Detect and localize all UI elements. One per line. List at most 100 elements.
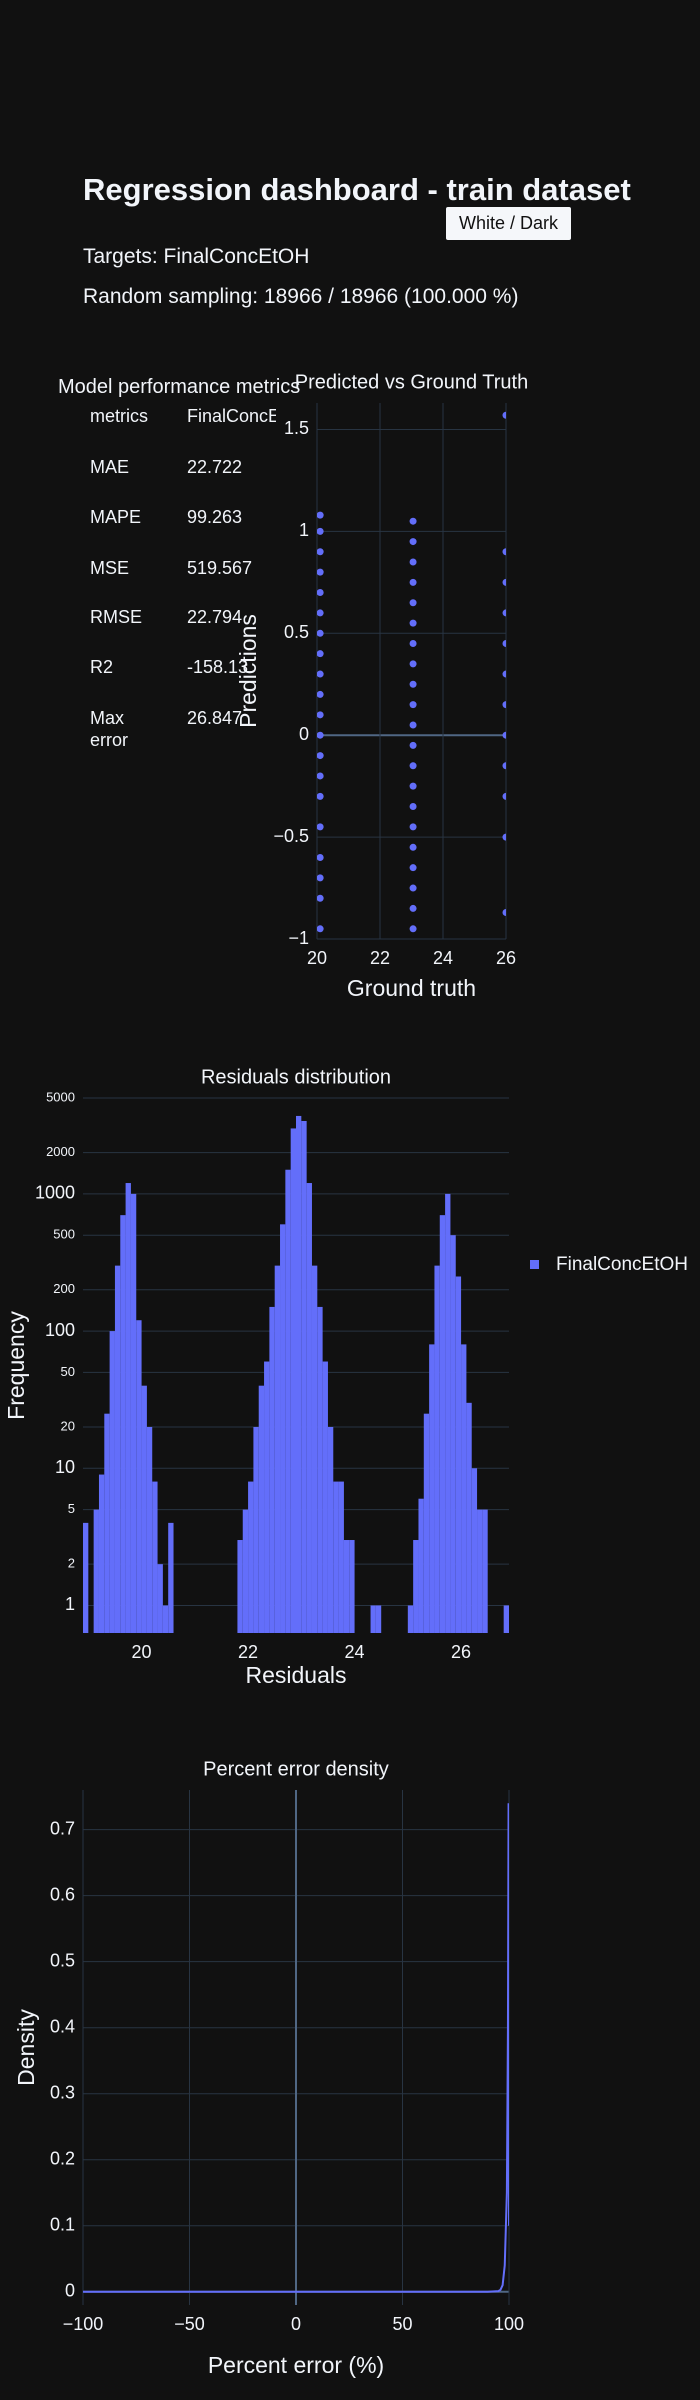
y-axis-title: Frequency	[3, 1311, 29, 1420]
scatter-point	[317, 874, 324, 882]
histogram-bar	[248, 1481, 254, 1633]
x-tick-label: −100	[63, 2314, 104, 2334]
x-tick-label: 22	[370, 948, 390, 968]
y-tick-label: 10	[55, 1457, 75, 1477]
dashboard-title: Regression dashboard - train dataset	[83, 172, 631, 207]
x-tick-label: 22	[238, 1642, 258, 1662]
metric-name: R2	[90, 657, 114, 677]
histogram-bar	[109, 1331, 115, 1633]
scatter-point	[409, 925, 417, 933]
histogram-bar	[274, 1265, 281, 1633]
x-tick-label: 24	[433, 948, 453, 968]
histogram-bar	[445, 1193, 451, 1633]
scatter-point	[409, 864, 417, 872]
histogram-bar	[120, 1215, 126, 1633]
histogram-bar	[327, 1426, 334, 1633]
scatter-point	[502, 639, 506, 647]
y-tick-label: 5	[68, 1501, 75, 1516]
histogram-bar	[258, 1385, 265, 1633]
histogram-bar	[322, 1361, 328, 1633]
histogram-bar	[482, 1509, 488, 1633]
histogram-bar	[311, 1265, 318, 1633]
histogram-bar	[152, 1481, 158, 1633]
x-tick-label: 50	[392, 2314, 412, 2334]
y-tick-label: 0.7	[50, 1818, 75, 1838]
histogram-bar	[269, 1306, 275, 1633]
histogram-bar	[242, 1509, 249, 1633]
scatter-point	[409, 660, 417, 668]
histogram-bar	[375, 1605, 382, 1633]
histogram-bar	[333, 1481, 339, 1633]
histogram-bar	[455, 1276, 462, 1633]
histogram-bar	[343, 1540, 350, 1633]
scatter-point	[409, 782, 417, 790]
y-tick-label: 0.4	[50, 2016, 75, 2036]
histogram-bar	[471, 1468, 478, 1633]
scatter-point	[502, 609, 506, 617]
x-tick-label: 20	[307, 948, 327, 968]
scatter-point	[317, 772, 324, 780]
histogram-bar	[434, 1265, 440, 1633]
legend-marker	[530, 1260, 539, 1269]
scatter-point	[409, 599, 417, 607]
sampling-text: Random sampling: 18966 / 18966 (100.000 …	[83, 285, 519, 308]
metrics-header: FinalConcEtOH	[187, 406, 276, 426]
y-tick-label: 0.2	[50, 2148, 75, 2168]
y-tick-label: 0.1	[50, 2215, 75, 2235]
scatter-point	[409, 721, 417, 729]
y-tick-label: 20	[61, 1418, 75, 1433]
x-axis-title: Percent error (%)	[208, 2352, 384, 2378]
scatter-point	[317, 690, 324, 698]
scatter-point	[409, 619, 417, 627]
histogram-bar	[503, 1605, 509, 1633]
y-tick-label: 200	[53, 1281, 75, 1296]
scatter-point	[409, 823, 417, 831]
x-tick-label: −50	[174, 2314, 205, 2334]
y-tick-label: 1.5	[284, 418, 309, 438]
scatter-point	[317, 752, 324, 760]
x-tick-label: 0	[291, 2314, 301, 2334]
scatter-point	[317, 731, 324, 739]
histogram-bar	[423, 1413, 430, 1633]
x-tick-label: 26	[451, 1642, 471, 1662]
metric-value: -158.13	[187, 657, 249, 677]
scatter-point	[409, 741, 417, 749]
scatter-point	[502, 909, 506, 917]
chart-title: Percent error density	[203, 1758, 389, 1780]
scatter-point	[409, 517, 417, 525]
targets-text: Targets: FinalConcEtOH	[83, 245, 310, 268]
scatter-point	[502, 762, 506, 770]
scatter-point	[502, 792, 506, 800]
histogram-bar	[162, 1605, 169, 1633]
scatter-point	[317, 925, 324, 933]
y-tick-label: −0.5	[273, 826, 309, 846]
scatter-point	[317, 823, 324, 831]
theme-toggle-button[interactable]: White / Dark	[446, 207, 571, 240]
histogram-bar	[466, 1402, 472, 1633]
histogram-bar	[237, 1540, 243, 1633]
histogram-bar	[98, 1474, 105, 1633]
histogram-bar	[338, 1481, 344, 1633]
scatter-point	[317, 853, 324, 861]
scatter-point	[409, 803, 417, 811]
x-tick-label: 20	[132, 1642, 152, 1662]
metric-value: 22.722	[187, 457, 243, 477]
x-axis-title: Residuals	[246, 1662, 347, 1688]
histogram-bar	[477, 1509, 483, 1633]
metric-name: MSE	[90, 558, 130, 578]
y-tick-label: 1	[299, 520, 309, 540]
y-tick-label: 0.5	[50, 1950, 75, 1970]
histogram-bar	[146, 1426, 153, 1633]
y-tick-label: 0.3	[50, 2082, 75, 2102]
y-axis-title: Density	[13, 2009, 39, 2086]
scatter-point	[409, 538, 417, 546]
scatter-point	[502, 701, 506, 709]
scatter-point	[502, 731, 506, 739]
histogram-bar	[418, 1498, 424, 1633]
scatter-point	[502, 670, 506, 678]
histogram-bar	[317, 1306, 323, 1633]
y-tick-label: −1	[288, 928, 309, 948]
scatter-point	[317, 511, 324, 519]
scatter-point	[317, 894, 324, 902]
